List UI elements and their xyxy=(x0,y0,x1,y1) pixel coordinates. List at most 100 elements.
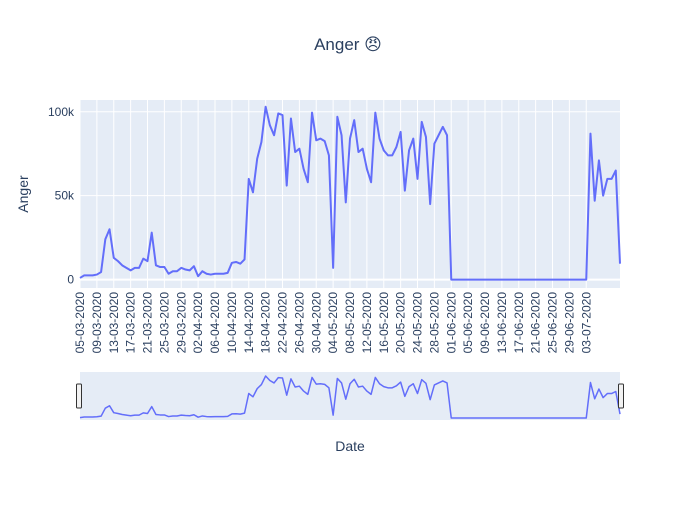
data-point[interactable] xyxy=(276,111,280,115)
data-point[interactable] xyxy=(259,140,263,144)
data-point[interactable] xyxy=(167,272,171,276)
data-point[interactable] xyxy=(238,262,242,266)
data-point[interactable] xyxy=(588,132,592,136)
data-point[interactable] xyxy=(306,180,310,184)
data-point[interactable] xyxy=(361,147,365,151)
data-point[interactable] xyxy=(356,150,360,154)
data-point[interactable] xyxy=(158,265,162,269)
data-point[interactable] xyxy=(411,137,415,141)
data-point[interactable] xyxy=(559,278,563,282)
data-point[interactable] xyxy=(441,125,445,129)
data-point[interactable] xyxy=(479,278,483,282)
series-line-anger[interactable] xyxy=(79,105,621,281)
data-point[interactable] xyxy=(251,190,255,194)
data-point[interactable] xyxy=(373,111,377,115)
data-point[interactable] xyxy=(116,259,120,263)
data-point[interactable] xyxy=(416,177,420,181)
data-point[interactable] xyxy=(369,180,373,184)
data-point[interactable] xyxy=(399,130,403,134)
data-point[interactable] xyxy=(146,259,150,263)
data-point[interactable] xyxy=(462,278,466,282)
data-point[interactable] xyxy=(453,278,457,282)
data-point[interactable] xyxy=(314,138,318,142)
data-point[interactable] xyxy=(281,113,285,117)
rangeslider-background[interactable] xyxy=(80,372,620,420)
data-point[interactable] xyxy=(285,184,289,188)
data-point[interactable] xyxy=(348,137,352,141)
data-point[interactable] xyxy=(302,167,306,171)
data-point[interactable] xyxy=(508,278,512,282)
data-point[interactable] xyxy=(555,278,559,282)
data-point[interactable] xyxy=(534,278,538,282)
data-point[interactable] xyxy=(99,270,103,274)
data-point[interactable] xyxy=(614,169,618,173)
data-point[interactable] xyxy=(108,227,112,231)
data-point[interactable] xyxy=(217,272,221,276)
data-point[interactable] xyxy=(491,278,495,282)
data-point[interactable] xyxy=(551,278,555,282)
data-point[interactable] xyxy=(331,266,335,270)
data-point[interactable] xyxy=(517,278,521,282)
data-point[interactable] xyxy=(513,278,517,282)
data-point[interactable] xyxy=(352,118,356,122)
data-point[interactable] xyxy=(209,273,213,277)
data-point[interactable] xyxy=(175,269,179,273)
data-point[interactable] xyxy=(297,147,301,151)
data-point[interactable] xyxy=(124,266,128,270)
data-point[interactable] xyxy=(293,150,297,154)
data-point[interactable] xyxy=(449,278,453,282)
data-point[interactable] xyxy=(171,269,175,273)
data-point[interactable] xyxy=(382,148,386,152)
data-point[interactable] xyxy=(563,278,567,282)
data-point[interactable] xyxy=(424,135,428,139)
data-point[interactable] xyxy=(428,202,432,206)
data-point[interactable] xyxy=(150,231,154,235)
data-point[interactable] xyxy=(483,278,487,282)
data-point[interactable] xyxy=(407,148,411,152)
data-point[interactable] xyxy=(394,145,398,149)
data-point[interactable] xyxy=(504,278,508,282)
data-point[interactable] xyxy=(243,257,247,261)
data-point[interactable] xyxy=(432,142,436,146)
data-point[interactable] xyxy=(437,133,441,137)
data-point[interactable] xyxy=(386,153,390,157)
data-point[interactable] xyxy=(95,273,99,277)
data-point[interactable] xyxy=(546,278,550,282)
data-point[interactable] xyxy=(593,199,597,203)
data-point[interactable] xyxy=(500,278,504,282)
rangeslider-handle-right[interactable] xyxy=(618,383,624,409)
data-point[interactable] xyxy=(521,278,525,282)
data-point[interactable] xyxy=(272,133,276,137)
data-point[interactable] xyxy=(466,278,470,282)
data-point[interactable] xyxy=(365,167,369,171)
data-point[interactable] xyxy=(226,271,230,275)
data-point[interactable] xyxy=(213,272,217,276)
data-point[interactable] xyxy=(335,115,339,119)
data-point[interactable] xyxy=(318,137,322,141)
data-point[interactable] xyxy=(605,177,609,181)
data-point[interactable] xyxy=(264,105,268,109)
data-point[interactable] xyxy=(196,274,200,278)
data-point[interactable] xyxy=(496,278,500,282)
data-point[interactable] xyxy=(268,123,272,127)
data-point[interactable] xyxy=(188,268,192,272)
data-point[interactable] xyxy=(487,278,491,282)
data-point[interactable] xyxy=(86,273,90,277)
data-point[interactable] xyxy=(120,263,124,267)
data-point[interactable] xyxy=(580,278,584,282)
data-point[interactable] xyxy=(475,278,479,282)
data-point[interactable] xyxy=(403,189,407,193)
data-point[interactable] xyxy=(390,153,394,157)
data-point[interactable] xyxy=(78,276,82,280)
data-point[interactable] xyxy=(221,272,225,276)
data-point[interactable] xyxy=(597,158,601,162)
data-point[interactable] xyxy=(529,278,533,282)
data-point[interactable] xyxy=(162,265,166,269)
data-point[interactable] xyxy=(567,278,571,282)
data-point[interactable] xyxy=(91,273,95,277)
rangeslider-handle-left[interactable] xyxy=(76,383,82,409)
data-point[interactable] xyxy=(323,139,327,143)
data-point[interactable] xyxy=(618,262,622,266)
data-point[interactable] xyxy=(601,194,605,198)
data-point[interactable] xyxy=(255,157,259,161)
